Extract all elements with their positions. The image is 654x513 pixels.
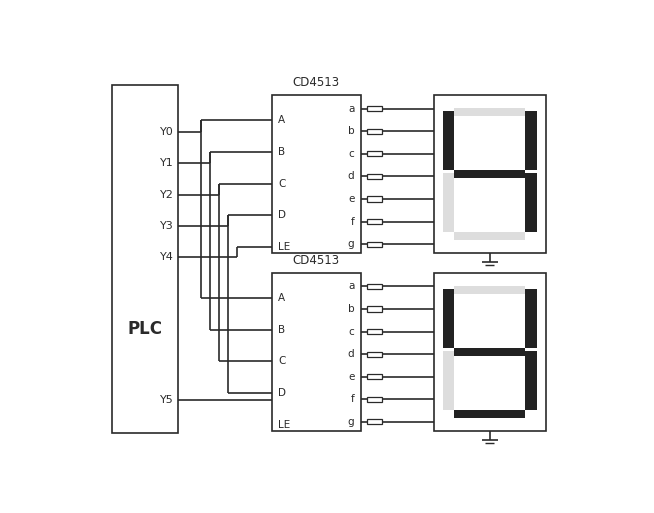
Text: e: e (348, 372, 354, 382)
Bar (367, 351, 382, 357)
Bar (367, 174, 382, 179)
Text: c: c (349, 149, 354, 159)
Text: b: b (348, 304, 354, 314)
Bar (367, 419, 382, 424)
Text: D: D (278, 210, 286, 220)
Bar (367, 329, 382, 334)
Bar (443, 173, 454, 232)
Bar (367, 151, 382, 156)
Bar (367, 219, 382, 224)
Bar (454, 347, 525, 356)
Text: Y3: Y3 (160, 221, 174, 231)
Text: Y0: Y0 (160, 127, 174, 137)
Text: g: g (348, 239, 354, 249)
Text: CD4513: CD4513 (292, 254, 339, 267)
Text: PLC: PLC (128, 320, 163, 338)
Bar (367, 129, 382, 134)
Bar (443, 111, 454, 170)
Text: f: f (351, 394, 354, 404)
Text: d: d (348, 349, 354, 359)
Bar (525, 111, 536, 170)
Text: b: b (348, 126, 354, 136)
Text: C: C (278, 357, 285, 366)
Bar (367, 242, 382, 247)
Text: Y5: Y5 (160, 395, 174, 405)
Text: Y2: Y2 (160, 190, 174, 200)
Bar (443, 289, 454, 347)
Text: LE: LE (278, 242, 290, 252)
Text: B: B (278, 147, 285, 157)
Text: a: a (348, 282, 354, 291)
Bar (525, 351, 536, 409)
Text: C: C (278, 179, 285, 189)
Bar (367, 397, 382, 402)
Text: e: e (348, 194, 354, 204)
Bar (367, 284, 382, 289)
Bar (434, 273, 545, 431)
Text: c: c (349, 327, 354, 337)
Bar (454, 286, 525, 294)
Bar (443, 351, 454, 409)
Bar (367, 106, 382, 111)
Text: Y1: Y1 (160, 159, 174, 168)
Text: g: g (348, 417, 354, 427)
Text: D: D (278, 388, 286, 398)
Text: A: A (278, 293, 285, 303)
Text: d: d (348, 171, 354, 182)
Bar (525, 173, 536, 232)
Bar (367, 374, 382, 379)
Bar (454, 108, 525, 116)
Bar (454, 170, 525, 179)
Text: f: f (351, 216, 354, 227)
Bar (112, 85, 178, 433)
Bar (525, 289, 536, 347)
Bar (434, 95, 545, 253)
Bar (272, 273, 360, 431)
Text: Y4: Y4 (160, 252, 174, 262)
Bar (367, 306, 382, 311)
Bar (454, 232, 525, 241)
Text: A: A (278, 115, 285, 125)
Bar (272, 95, 360, 253)
Bar (454, 409, 525, 418)
Text: LE: LE (278, 420, 290, 429)
Text: B: B (278, 325, 285, 335)
Bar (367, 196, 382, 202)
Text: a: a (348, 104, 354, 114)
Text: CD4513: CD4513 (292, 76, 339, 89)
